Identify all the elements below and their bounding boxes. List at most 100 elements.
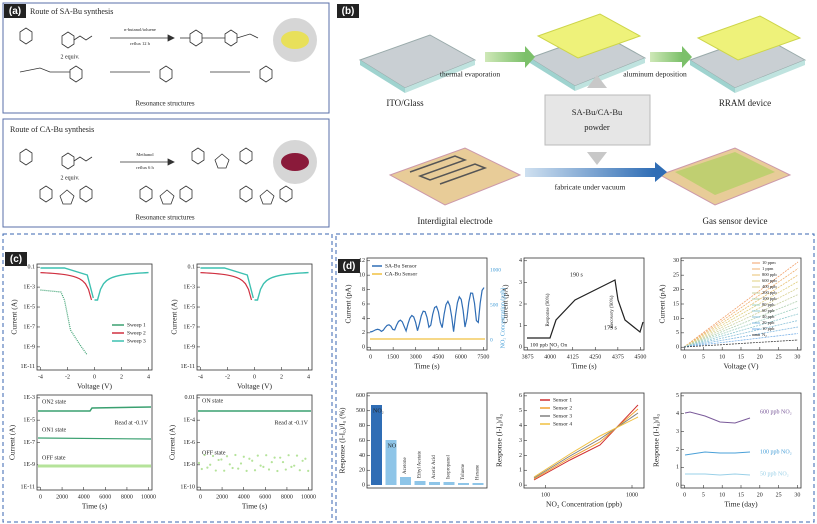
step-label: fabricate under vacuum [555, 183, 626, 192]
scatter-dot [267, 468, 271, 471]
powder-label: powder [584, 122, 610, 132]
legend-entry: 80 ppb [762, 302, 775, 307]
y-tick-label: 1E-11 [21, 364, 35, 370]
note: 173 s [604, 325, 618, 331]
y-tick-label: 30 [673, 258, 679, 264]
y-tick-label: 0.1 [188, 265, 196, 271]
y-axis-label: Current (pA) [344, 284, 353, 323]
x-tick-label: 10 [719, 354, 725, 360]
category-label: Toluene [461, 463, 466, 480]
scatter-dot [225, 455, 229, 458]
plot-frame [36, 263, 153, 371]
curve [684, 451, 751, 456]
curve [683, 261, 799, 348]
scatter-dot [228, 463, 231, 466]
panel-a-top-box [2, 2, 330, 114]
legend-entry: Sensor 4 [553, 421, 572, 427]
legend-entry: 600 ppb [762, 278, 777, 283]
y-tick-label: 6 [519, 393, 522, 399]
x-tick-label: 4375 [612, 354, 624, 360]
legend-entry: 100 ppb [762, 296, 777, 301]
scatter-dot [290, 465, 293, 468]
x-tick-label: 0 [39, 494, 42, 500]
y-axis-label: Current (A) [10, 299, 19, 335]
scatter-dot [293, 464, 296, 467]
legend-entry: 200 ppb [762, 290, 777, 295]
x-tick-label: 2 [120, 374, 123, 380]
y-tick-label: 1E-9 [183, 344, 195, 350]
x-tick-label: -4 [198, 374, 203, 380]
curve [38, 406, 152, 412]
y-tick-label: 1E-5 [183, 304, 195, 310]
y-tick-label: 1E-7 [23, 440, 35, 446]
curve [683, 339, 799, 348]
device-label: Gas sensor device [703, 216, 768, 226]
x-tick-label: 2000 [216, 494, 228, 500]
panel-label: (d) [343, 261, 356, 272]
state-label: ON state [202, 398, 223, 404]
y-tick-label: 600 [356, 393, 365, 399]
scatter-dot [197, 461, 201, 465]
note: 100 ppb NO₂ [760, 449, 792, 455]
scatter-dot [281, 460, 285, 464]
scatter-dot [298, 469, 301, 472]
category-label: Isopropanol [447, 455, 452, 479]
y-tick-label: 5 [676, 330, 679, 336]
y-tick-label: 6 [362, 301, 365, 307]
note: Recovery (90%) [610, 295, 615, 328]
bar [443, 482, 455, 485]
y-tick-label: 3 [676, 429, 679, 435]
scatter-dot [209, 463, 212, 466]
bar [472, 483, 484, 485]
y-tick-label: 20 [673, 287, 679, 293]
y-tick-label: 15 [673, 301, 679, 307]
curve [94, 271, 149, 301]
x-tick-label: 10 [719, 492, 725, 498]
x-tick-label: 4000 [78, 494, 90, 500]
note: 190 s [570, 272, 584, 278]
curve [254, 271, 309, 301]
curve [533, 416, 639, 478]
resonance-caption: Resonance structures [135, 100, 195, 108]
x-tick-label: 25 [776, 492, 782, 498]
y-tick-label: 80 [359, 423, 365, 429]
panel-c-box [2, 233, 333, 523]
legend-entry: 10 ppm [762, 260, 776, 265]
x-tick-label: 4 [307, 374, 310, 380]
legend-entry: Sensor 2 [553, 405, 572, 411]
x-tick-label: 0 [93, 374, 96, 380]
y-tick-label: 1E-3 [183, 284, 195, 290]
y-axis-label: Current (A) [168, 424, 177, 460]
y-tick-label: 3 [519, 438, 522, 444]
legend-entry: Sweep 1 [127, 322, 146, 328]
category-label: Acetone [403, 457, 408, 474]
curve [40, 267, 94, 299]
x-tick-label: 4250 [589, 354, 601, 360]
y-axis-label: Current (A) [8, 424, 17, 460]
curve [683, 333, 799, 348]
y-tick-label: 12 [359, 258, 365, 264]
x-tick-label: 6000 [455, 354, 467, 360]
x-tick-label: 4 [147, 374, 150, 380]
curve [40, 289, 88, 356]
step-label: thermal evaporation [440, 70, 500, 79]
category-label: Ethyl Acetate [418, 450, 423, 478]
y2-axis-label: NO₂ Concentration (ppb) [499, 288, 506, 349]
x-axis-label: Time (s) [82, 502, 108, 511]
y-tick-label: 0.1 [28, 265, 36, 271]
route-title: Route of CA-Bu synthesis [10, 125, 94, 134]
legend-entry: Sweep 2 [127, 330, 146, 336]
curve [683, 294, 799, 348]
y-tick-label: 10 [359, 273, 365, 279]
y-axis-label: Current (A) [170, 299, 179, 335]
scatter-dot [262, 465, 265, 468]
device-label: RRAM device [719, 98, 771, 108]
curve [369, 287, 485, 333]
curve [683, 268, 799, 348]
scatter-dot [265, 454, 268, 457]
x-tick-label: 0 [683, 492, 686, 498]
x-tick-label: 6000 [99, 494, 111, 500]
scatter-dot [253, 469, 257, 472]
scatter-dot [307, 469, 310, 472]
plot-frame [523, 257, 645, 351]
